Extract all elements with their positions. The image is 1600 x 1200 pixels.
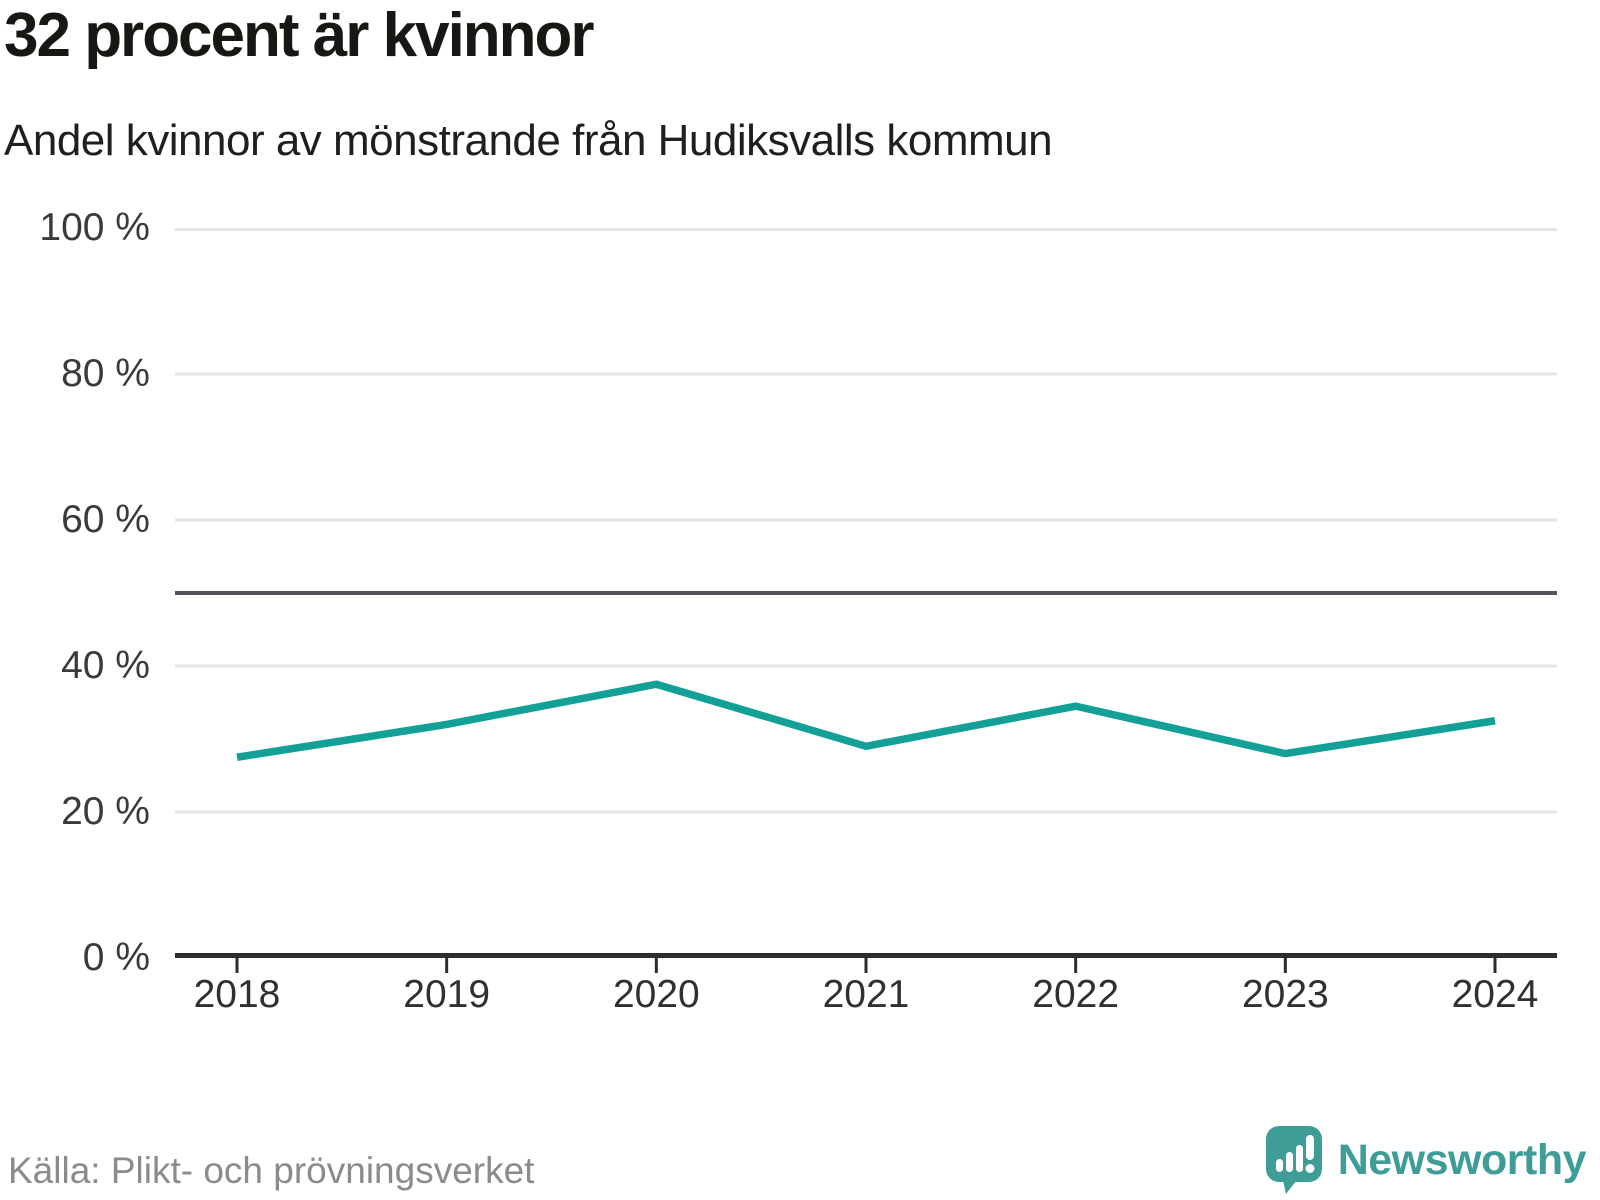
line-chart: [175, 228, 1557, 973]
x-axis-tick-label: 2022: [1032, 973, 1120, 1016]
chart-title: 32 procent är kvinnor: [4, 1, 595, 70]
y-axis-tick-label: 0 %: [82, 936, 150, 979]
x-axis-tick-label: 2020: [612, 973, 700, 1016]
x-axis-tick-label: 2021: [822, 973, 910, 1016]
x-axis-tick-label: 2018: [193, 973, 281, 1016]
y-axis-tick-label: 60 %: [61, 498, 150, 541]
x-axis-tick-label: 2023: [1241, 973, 1329, 1016]
newsworthy-logo-icon: [1265, 1126, 1322, 1194]
plot-area: [175, 228, 1557, 976]
newsworthy-logo-text: Newsworthy: [1337, 1135, 1587, 1184]
newsworthy-logo: Newsworthy: [1265, 1126, 1587, 1194]
y-axis-tick-label: 100 %: [39, 206, 150, 249]
y-axis-tick-label: 20 %: [61, 790, 150, 833]
y-axis-tick-label: 40 %: [61, 644, 150, 687]
x-axis-tick-label: 2019: [403, 973, 491, 1016]
x-axis-tick-label: 2024: [1451, 973, 1539, 1016]
chart-subtitle: Andel kvinnor av mönstrande från Hudiksv…: [4, 116, 1053, 165]
source-note: Källa: Plikt- och prövningsverket: [8, 1150, 535, 1191]
y-axis-tick-label: 80 %: [61, 352, 150, 395]
